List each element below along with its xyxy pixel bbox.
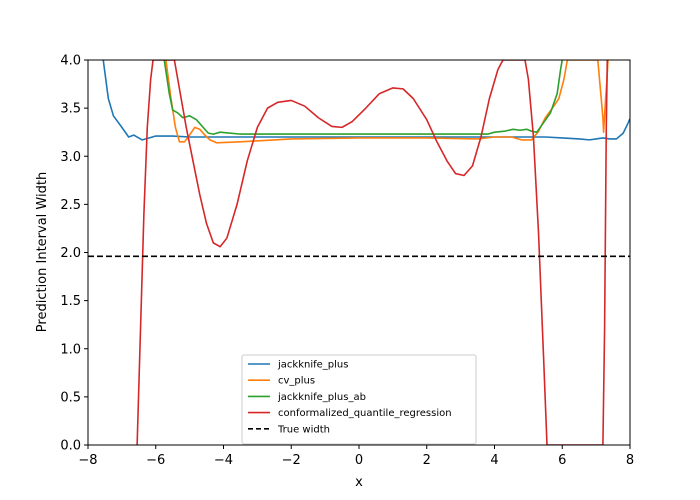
y-tick-label: 0.0 (60, 439, 81, 454)
y-tick-label: 4.0 (60, 54, 81, 69)
y-tick-label: 3.0 (60, 150, 81, 165)
y-tick-label: 3.5 (60, 102, 81, 117)
legend-label: jackknife_plus (277, 360, 348, 371)
y-tick-label: 1.5 (60, 294, 81, 309)
x-tick-label: 0 (355, 453, 363, 468)
x-axis-ticks: −8 −6 −4 −2 0 2 4 6 8 (78, 445, 634, 468)
legend-label: jackknife_plus_ab (277, 392, 366, 403)
y-axis-ticks: 0.0 0.5 1.0 1.5 2.0 2.5 3.0 3.5 4.0 (60, 54, 88, 454)
y-axis-label: Prediction Interval Width (35, 172, 50, 332)
y-tick-label: 0.5 (60, 390, 81, 405)
x-tick-label: 2 (423, 453, 431, 468)
x-tick-label: −2 (282, 453, 301, 468)
x-axis-label: x (355, 475, 363, 490)
x-tick-label: 6 (558, 453, 566, 468)
y-tick-label: 2.5 (60, 198, 81, 213)
series-layer (88, 60, 630, 445)
x-tick-label: 8 (626, 453, 634, 468)
y-tick-label: 2.0 (60, 246, 81, 261)
x-tick-label: −6 (146, 453, 165, 468)
series-line-conformalized-quantile-regression (136, 60, 609, 445)
legend-label: cv_plus (278, 376, 315, 387)
legend-label: conformalized_quantile_regression (278, 408, 452, 419)
x-tick-label: −8 (78, 453, 97, 468)
series-line-cv-plus (165, 60, 609, 144)
series-line-jackknife-plus-ab (163, 60, 564, 135)
legend: jackknife_plus cv_plus jackknife_plus_abco… (241, 354, 477, 445)
x-tick-label: −4 (214, 453, 233, 468)
x-tick-label: 4 (490, 453, 498, 468)
legend-box (241, 354, 477, 445)
legend-label: True width (277, 424, 330, 435)
y-tick-label: 1.0 (60, 342, 81, 357)
